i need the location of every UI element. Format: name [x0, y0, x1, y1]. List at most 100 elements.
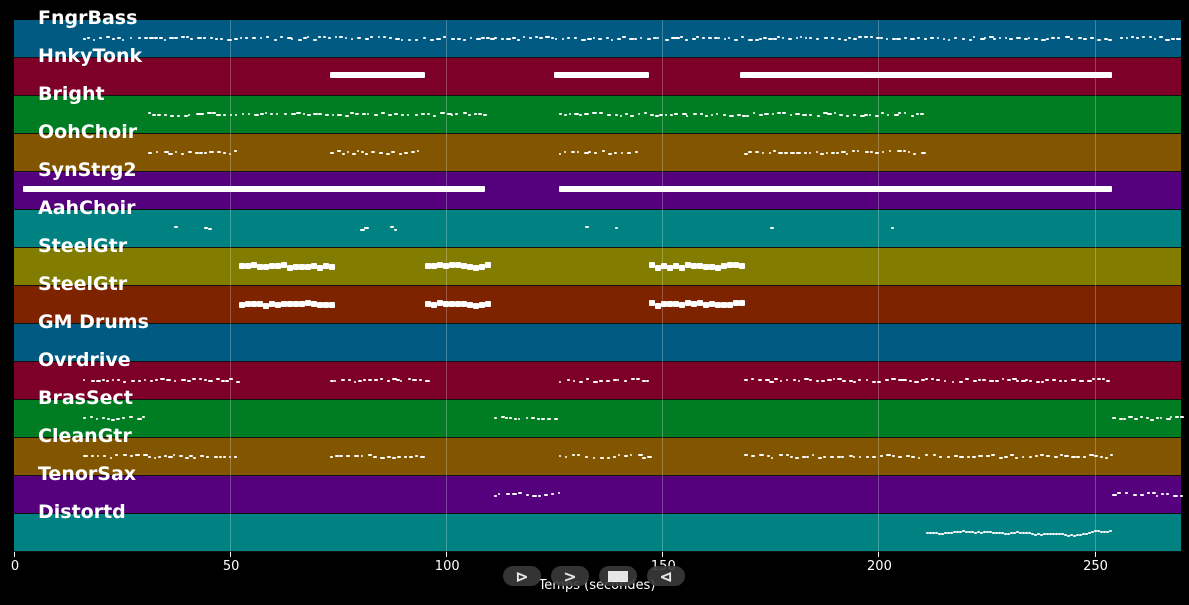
note — [210, 37, 214, 39]
note — [359, 229, 365, 231]
note — [809, 379, 813, 381]
play-button[interactable]: ⊳ — [503, 566, 541, 586]
note — [614, 114, 618, 116]
note — [163, 114, 167, 116]
note — [592, 457, 595, 459]
note — [174, 37, 179, 39]
note — [584, 226, 589, 228]
note — [931, 378, 935, 380]
note — [703, 264, 710, 270]
note — [193, 457, 197, 459]
note — [390, 226, 395, 228]
note — [710, 114, 713, 116]
note — [736, 114, 741, 116]
note — [1100, 456, 1104, 458]
note — [800, 36, 803, 38]
note — [174, 380, 177, 382]
note — [830, 456, 835, 458]
note — [304, 300, 311, 306]
note — [598, 112, 603, 114]
note — [739, 300, 746, 306]
track-label: TenorSax — [38, 463, 137, 485]
note — [1018, 532, 1022, 535]
note — [1046, 38, 1050, 40]
note — [373, 114, 378, 116]
note — [426, 113, 430, 115]
note — [870, 36, 874, 38]
note — [780, 380, 783, 382]
next-button[interactable]: > — [551, 566, 589, 586]
note — [978, 379, 982, 381]
note — [715, 265, 722, 271]
note — [1142, 36, 1146, 38]
note — [667, 265, 674, 271]
note — [681, 113, 687, 115]
note — [611, 39, 614, 41]
note — [877, 381, 882, 383]
note — [809, 152, 812, 154]
note — [845, 115, 849, 117]
note — [144, 37, 149, 39]
note — [414, 455, 418, 457]
note — [949, 531, 953, 534]
note — [340, 379, 345, 381]
note — [164, 455, 168, 457]
note — [557, 492, 560, 494]
note — [1054, 456, 1059, 458]
note — [292, 301, 299, 307]
note — [709, 301, 716, 307]
note — [322, 263, 329, 269]
note — [722, 114, 726, 116]
note — [1009, 532, 1013, 535]
note — [1089, 454, 1095, 456]
note — [1048, 532, 1052, 535]
note — [793, 379, 797, 381]
note — [484, 301, 491, 307]
note — [1030, 532, 1034, 535]
prev-button[interactable]: ⊲ — [647, 566, 685, 586]
track-label: AahChoir — [38, 197, 136, 219]
note — [206, 456, 210, 458]
note — [563, 114, 567, 116]
note — [915, 113, 919, 115]
note — [208, 151, 214, 153]
note — [322, 302, 329, 308]
note — [1081, 533, 1085, 536]
note — [741, 115, 746, 117]
note — [1154, 38, 1157, 40]
track-label: GM Drums — [38, 311, 149, 333]
note — [211, 112, 216, 114]
note — [925, 378, 929, 380]
note — [1159, 36, 1164, 38]
note — [837, 456, 842, 458]
stop-button[interactable] — [599, 566, 637, 586]
grid-line — [446, 20, 448, 552]
note — [769, 152, 772, 154]
note — [1059, 380, 1063, 382]
note — [275, 113, 278, 115]
note — [612, 456, 616, 458]
note — [418, 379, 422, 381]
note — [1004, 456, 1009, 458]
note — [865, 151, 870, 153]
note — [403, 456, 407, 458]
note — [967, 456, 971, 458]
note — [439, 112, 445, 114]
note-bar — [740, 72, 1112, 78]
note — [572, 380, 575, 382]
note — [122, 39, 125, 41]
note — [649, 114, 654, 116]
note — [1066, 534, 1070, 537]
note — [323, 36, 327, 38]
note — [316, 265, 323, 271]
note — [637, 454, 643, 456]
note — [367, 379, 372, 381]
note — [351, 38, 354, 40]
note — [841, 456, 845, 458]
note — [204, 379, 208, 381]
note — [317, 113, 322, 115]
note — [751, 378, 755, 380]
note — [1040, 454, 1045, 456]
note — [859, 115, 865, 117]
note — [508, 417, 512, 419]
